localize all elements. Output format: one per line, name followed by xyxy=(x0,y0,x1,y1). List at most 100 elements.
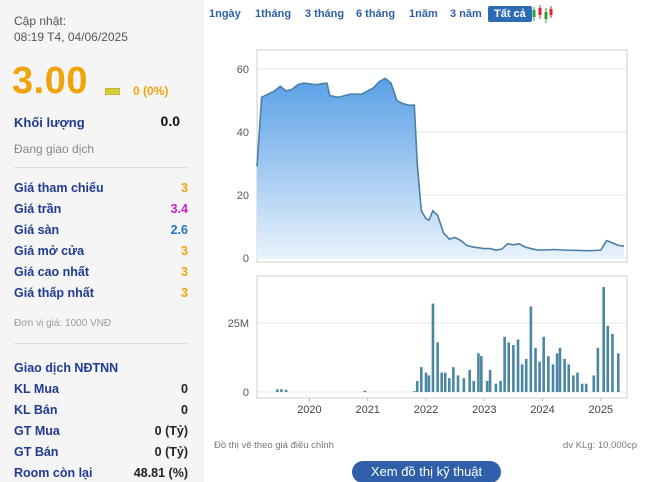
foreign-trading-title: Giao dịch NĐTNN xyxy=(14,361,119,375)
volume-bar xyxy=(551,364,555,392)
volume-bar xyxy=(507,342,511,392)
x-tick-label: 2022 xyxy=(414,404,438,416)
volume-bar xyxy=(363,390,367,392)
price-y-tick-label: 60 xyxy=(237,64,249,76)
price-row-label: Giá mở cửa xyxy=(14,244,85,258)
foreign-row-value: 0 (Tỷ) xyxy=(154,424,188,438)
volume-bar xyxy=(462,378,466,392)
volume-bar xyxy=(606,325,610,392)
volume-bar xyxy=(431,303,435,392)
volume-y-tick-label: 25M xyxy=(228,318,249,330)
price-volume-chart: 0 20 40 60 0 25M 2020 2021 2022 2023 2024 2025 xyxy=(228,49,628,416)
volume-bar xyxy=(436,342,439,392)
price-row-label: Giá thấp nhất xyxy=(14,286,94,300)
trading-status: Đang giao dịch xyxy=(14,142,95,156)
x-tick-label: 2025 xyxy=(589,404,613,416)
foreign-row-value: 48.81 (%) xyxy=(133,466,188,480)
volume-bar xyxy=(480,356,483,392)
update-time: 08:19 T4, 04/06/2025 xyxy=(14,30,128,44)
volume-bar xyxy=(488,369,492,392)
volume-bar xyxy=(616,353,620,392)
price-change: 0 (0%) xyxy=(133,84,169,98)
tab-3-years[interactable]: 3 năm xyxy=(450,8,482,20)
volume-bar xyxy=(567,364,571,392)
volume-label: Khối lượng xyxy=(14,115,85,130)
foreign-row-room: Room còn lại 48.81 (%) xyxy=(14,466,188,482)
foreign-row-label: KL Mua xyxy=(14,382,59,396)
volume-bar xyxy=(494,383,498,392)
volume-y-tick-label: 0 xyxy=(243,387,249,399)
volume-value: 0.0 xyxy=(160,113,180,129)
x-tick-label: 2024 xyxy=(530,404,554,416)
volume-unit-note: dv KLg: 10,000cp xyxy=(563,440,637,451)
price-row-open: Giá mở cửa 3 xyxy=(14,244,188,262)
foreign-row-label: GT Bán xyxy=(14,445,59,459)
tab-3-months[interactable]: 3 tháng xyxy=(305,8,345,20)
volume-bar xyxy=(584,383,588,392)
price-row-floor: Giá sàn 2.6 xyxy=(14,223,188,241)
price-row-value: 2.6 xyxy=(170,223,188,237)
quote-panel: Cập nhật: 08:19 T4, 04/06/2025 3.00 0 (0… xyxy=(0,0,204,482)
current-price: 3.00 xyxy=(12,60,88,102)
price-pane: 0 20 40 60 xyxy=(237,49,628,265)
price-row-value: 3 xyxy=(181,181,188,195)
volume-bar xyxy=(447,378,451,392)
foreign-row-sell-value: GT Bán 0 (Tỷ) xyxy=(14,445,188,463)
price-row-reference: Giá tham chiếu 3 xyxy=(14,181,188,199)
price-row-value: 3.4 xyxy=(170,202,188,216)
x-tick-label: 2020 xyxy=(297,404,321,416)
volume-bar xyxy=(427,375,431,392)
volume-bar xyxy=(477,353,480,392)
tab-1-month[interactable]: 1tháng xyxy=(255,8,292,20)
volume-bar xyxy=(516,339,520,392)
volume-bar xyxy=(503,336,506,392)
price-row-high: Giá cao nhất 3 xyxy=(14,265,188,283)
foreign-row-buy-volume: KL Mua 0 xyxy=(14,382,188,400)
volume-bar xyxy=(555,353,559,392)
divider xyxy=(14,343,188,344)
volume-bar xyxy=(443,372,447,392)
volume-bar xyxy=(534,347,537,392)
tab-6-months[interactable]: 6 tháng xyxy=(356,8,396,20)
volume-bar xyxy=(280,389,283,392)
volume-bar xyxy=(592,375,596,392)
price-row-value: 3 xyxy=(181,244,188,258)
foreign-row-value: 0 xyxy=(181,403,188,417)
volume-bar xyxy=(468,369,471,392)
x-tick-label: 2023 xyxy=(472,404,496,416)
volume-bar xyxy=(440,372,444,392)
unit-note: Đơn vị giá: 1000 VNĐ xyxy=(14,318,112,329)
tab-1-year[interactable]: 1năm xyxy=(409,8,438,20)
volume-bar xyxy=(485,380,489,392)
tab-all[interactable]: Tất cả xyxy=(488,6,532,22)
volume-bar xyxy=(452,367,455,392)
volume-bar xyxy=(520,364,524,392)
price-row-low: Giá thấp nhất 3 xyxy=(14,286,188,304)
volume-bar xyxy=(524,358,528,392)
price-row-label: Giá tham chiếu xyxy=(14,181,104,195)
volume-bar xyxy=(276,389,279,392)
volume-bar xyxy=(602,287,605,392)
tab-1-day[interactable]: 1ngày xyxy=(209,8,241,20)
volume-bar xyxy=(512,345,515,392)
candlestick-icon[interactable] xyxy=(531,4,553,24)
volume-bar xyxy=(472,380,476,392)
volume-bar xyxy=(580,383,584,392)
price-y-tick-label: 40 xyxy=(237,127,249,139)
technical-chart-button[interactable]: Xem đồ thị kỹ thuật xyxy=(352,461,501,482)
volume-bar xyxy=(284,389,288,392)
volume-bar xyxy=(611,334,614,392)
price-row-label: Giá trần xyxy=(14,202,62,216)
price-row-value: 3 xyxy=(181,286,188,300)
x-tick-label: 2021 xyxy=(355,404,379,416)
foreign-row-sell-volume: KL Bán 0 xyxy=(14,403,188,421)
volume-pane-frame xyxy=(256,275,628,399)
volume-bar xyxy=(424,372,428,392)
volume-bar xyxy=(499,380,502,392)
divider xyxy=(14,167,188,168)
volume-bar xyxy=(529,306,533,392)
price-row-value: 3 xyxy=(181,265,188,279)
volume-bar xyxy=(596,347,600,392)
volume-bar xyxy=(420,367,423,392)
adjusted-price-note: Đồ thị vẽ theo giá điều chỉnh xyxy=(214,440,334,451)
